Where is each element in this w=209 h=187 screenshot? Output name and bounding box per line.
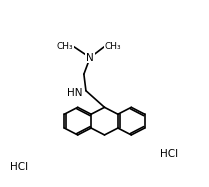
Text: HCl: HCl [160, 149, 178, 159]
Text: CH₃: CH₃ [104, 42, 121, 51]
Text: HCl: HCl [10, 162, 28, 172]
Text: CH₃: CH₃ [57, 42, 74, 51]
Text: N: N [86, 53, 94, 63]
Text: HN: HN [67, 88, 83, 98]
